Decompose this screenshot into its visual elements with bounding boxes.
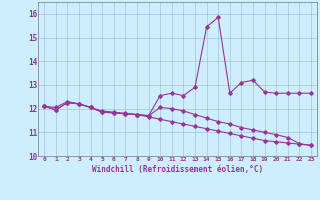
X-axis label: Windchill (Refroidissement éolien,°C): Windchill (Refroidissement éolien,°C) — [92, 165, 263, 174]
